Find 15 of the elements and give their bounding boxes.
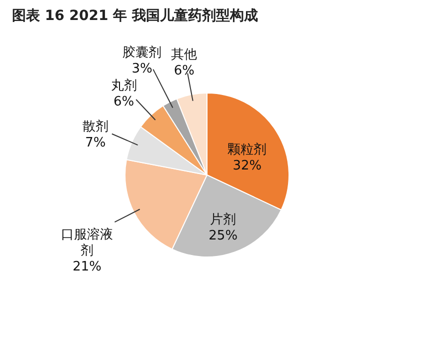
slice-label: 其他 (171, 48, 198, 63)
data-label: 7% (85, 135, 106, 150)
slice-label: 口服溶液剂 (61, 226, 114, 258)
slice-label: 丸剂 (110, 78, 137, 94)
chart-title: 图表 16 2021 年 我国儿童药剂型构成 (12, 7, 258, 24)
slice-label: 散剂 (82, 118, 108, 134)
data-label: 6% (113, 94, 134, 110)
data-label: 32% (232, 158, 262, 174)
data-label: 3% (132, 61, 152, 76)
slice-label: 胶囊剂 (122, 44, 162, 60)
data-label: 21% (72, 259, 102, 274)
data-label: 6% (174, 64, 195, 79)
data-label: 25% (208, 228, 238, 244)
slice-label: 片剂 (210, 212, 236, 228)
slice-label: 颗粒剂 (228, 142, 267, 158)
